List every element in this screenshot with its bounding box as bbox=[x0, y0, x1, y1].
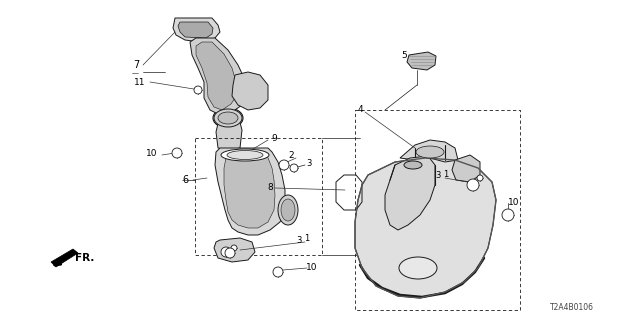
Ellipse shape bbox=[416, 146, 444, 158]
Polygon shape bbox=[400, 140, 458, 162]
Polygon shape bbox=[214, 238, 255, 262]
Ellipse shape bbox=[172, 148, 182, 158]
Text: 1: 1 bbox=[305, 234, 310, 243]
Text: 10: 10 bbox=[147, 148, 157, 157]
Text: —: — bbox=[182, 177, 189, 183]
Text: 6: 6 bbox=[182, 175, 188, 185]
Text: 1: 1 bbox=[444, 170, 449, 179]
Text: 11: 11 bbox=[134, 77, 146, 86]
Ellipse shape bbox=[221, 149, 269, 161]
Ellipse shape bbox=[273, 267, 283, 277]
Ellipse shape bbox=[477, 175, 483, 181]
Ellipse shape bbox=[404, 161, 422, 169]
Ellipse shape bbox=[218, 112, 238, 124]
Text: 5: 5 bbox=[401, 51, 407, 60]
Text: 4: 4 bbox=[357, 105, 363, 114]
Text: T2A4B0106: T2A4B0106 bbox=[550, 303, 594, 313]
Polygon shape bbox=[196, 42, 237, 110]
Polygon shape bbox=[232, 72, 268, 110]
Text: FR.: FR. bbox=[76, 253, 95, 263]
Text: 3: 3 bbox=[296, 236, 301, 244]
Ellipse shape bbox=[231, 245, 237, 251]
Ellipse shape bbox=[214, 109, 242, 127]
Ellipse shape bbox=[502, 209, 514, 221]
Ellipse shape bbox=[225, 248, 235, 258]
Polygon shape bbox=[178, 22, 213, 38]
Text: —: — bbox=[131, 70, 138, 76]
Polygon shape bbox=[51, 249, 78, 267]
Polygon shape bbox=[452, 155, 480, 182]
Text: 8: 8 bbox=[267, 182, 273, 191]
Ellipse shape bbox=[399, 257, 437, 279]
Text: 2: 2 bbox=[288, 150, 294, 159]
Ellipse shape bbox=[281, 199, 295, 221]
Polygon shape bbox=[407, 52, 436, 70]
Text: 3: 3 bbox=[307, 158, 312, 167]
Ellipse shape bbox=[279, 160, 289, 170]
Text: 9: 9 bbox=[271, 133, 277, 142]
Polygon shape bbox=[385, 156, 435, 230]
Ellipse shape bbox=[194, 86, 202, 94]
Polygon shape bbox=[215, 148, 285, 235]
Ellipse shape bbox=[290, 164, 298, 172]
Polygon shape bbox=[216, 115, 242, 150]
Ellipse shape bbox=[467, 179, 479, 191]
Polygon shape bbox=[173, 18, 220, 42]
Ellipse shape bbox=[278, 195, 298, 225]
Polygon shape bbox=[355, 158, 496, 298]
Polygon shape bbox=[190, 38, 248, 115]
Text: 7: 7 bbox=[133, 60, 139, 70]
Text: 3: 3 bbox=[435, 171, 441, 180]
Text: 10: 10 bbox=[508, 197, 520, 206]
Ellipse shape bbox=[221, 247, 231, 257]
Polygon shape bbox=[224, 152, 275, 228]
Text: 10: 10 bbox=[307, 263, 317, 273]
Ellipse shape bbox=[227, 150, 263, 159]
